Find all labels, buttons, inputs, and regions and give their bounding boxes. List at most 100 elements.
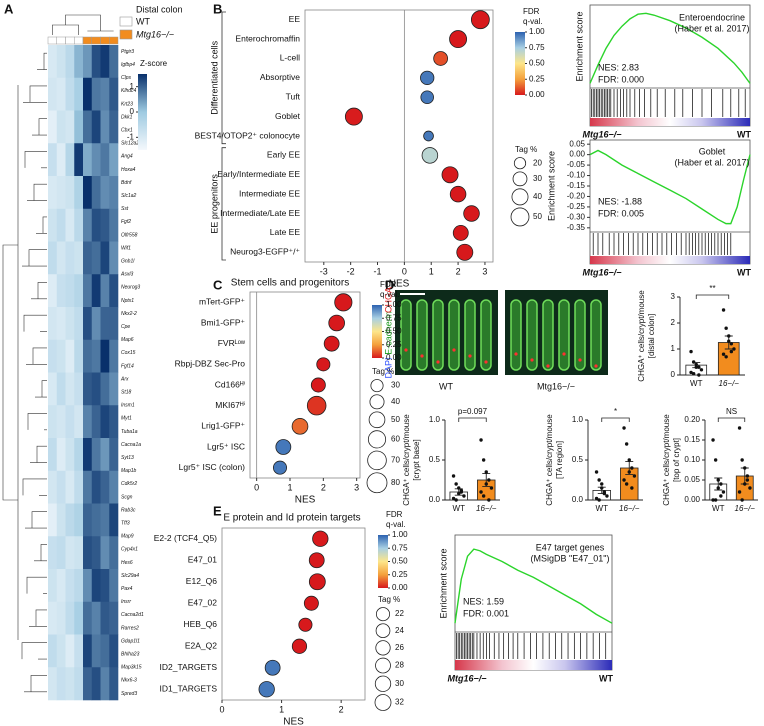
heatmap-cell — [56, 470, 66, 504]
gene-label: Slc1a2 — [121, 193, 137, 199]
legend-label: Mtg16−/− — [136, 29, 174, 39]
heatmap-cell — [56, 176, 66, 210]
heatmap-cell — [83, 601, 93, 635]
heatmap-cell — [91, 143, 101, 177]
point — [597, 478, 601, 482]
gene-label: Nkx6-3 — [121, 678, 137, 684]
point — [727, 339, 731, 343]
dot — [306, 395, 327, 416]
point — [694, 362, 698, 367]
point — [622, 478, 626, 482]
heatmap-cell — [100, 307, 110, 341]
heatmap-cell — [91, 45, 101, 79]
point — [724, 355, 728, 359]
x-tick-label: 0 — [219, 704, 224, 714]
point — [737, 426, 742, 430]
gene-label: Clps — [121, 75, 132, 81]
y-tick-label: -0.20 — [567, 192, 586, 201]
heatmap-cell — [56, 536, 66, 570]
y-tick-label: -0.30 — [567, 212, 586, 221]
point — [457, 491, 461, 496]
heatmap-cell — [74, 208, 84, 242]
heatmap-cell — [74, 77, 84, 111]
dot — [264, 659, 281, 676]
annotation: (Haber et al. 2017) — [674, 23, 749, 33]
size-legend-label: 40 — [533, 192, 542, 201]
nes-label: NES: 2.83 — [598, 62, 639, 72]
heatmap-cell — [109, 110, 119, 144]
nes-label: NES: 1.59 — [463, 596, 504, 606]
heatmap-cell — [65, 176, 75, 210]
category-label: Early EE — [267, 150, 300, 160]
heatmap-cell — [109, 241, 119, 275]
x-tick-label: 1 — [429, 266, 434, 276]
x-tick-label: WT — [712, 504, 725, 513]
heatmap-cell — [83, 503, 93, 537]
heatmap-cell — [109, 274, 119, 308]
enrichment-curve — [589, 149, 751, 225]
heatmap-cell — [109, 569, 119, 603]
heatmap-cell — [65, 634, 75, 668]
colorbar-label: FDR — [386, 510, 403, 519]
x-tick-label: 1 — [279, 704, 284, 714]
heatmap-cell — [74, 143, 84, 177]
point — [697, 365, 701, 369]
heatmap-cell — [65, 241, 75, 275]
colorbar-tick-label: 1 — [130, 82, 135, 91]
heatmap-cell — [48, 634, 58, 668]
heatmap-cell — [48, 438, 58, 472]
point — [724, 326, 728, 330]
heatmap-cell — [56, 438, 66, 472]
heatmap-cell — [74, 110, 84, 144]
heatmap-cell — [91, 307, 101, 341]
colorbar-tick-label: 0.75 — [386, 313, 402, 322]
gene-label: Sst — [121, 206, 129, 212]
point — [716, 486, 720, 490]
heatmap-cell — [56, 241, 66, 275]
point — [729, 349, 734, 354]
heatmap-cell — [56, 143, 66, 177]
heatmap-cell — [65, 77, 75, 111]
gene-label: Rab3c — [121, 507, 136, 513]
rank-bar — [590, 118, 750, 126]
point — [454, 498, 458, 502]
category-label: Bmi1-GFP⁺ — [201, 317, 246, 327]
point — [487, 498, 491, 502]
heatmap-cell — [100, 208, 110, 242]
panel-letter: E — [213, 503, 222, 518]
point — [597, 498, 601, 502]
column-group — [65, 36, 75, 45]
dot — [275, 439, 292, 455]
heatmap-cell — [91, 569, 101, 603]
crypt — [542, 299, 554, 371]
gene-label: Cpe — [121, 324, 130, 330]
heatmap-cell — [56, 601, 66, 635]
point — [462, 494, 466, 498]
point — [727, 334, 731, 338]
y-axis-label: CHGA⁺ cells/crypt/mouse — [402, 414, 411, 506]
size-legend-dot — [374, 675, 392, 692]
panel-letter: D — [385, 277, 394, 292]
heatmap-cell — [109, 372, 119, 406]
point — [622, 426, 626, 430]
left-label: Mtg16−/− — [582, 129, 622, 139]
colorbar-tick-label: 1.00 — [386, 300, 402, 309]
colorbar-tick-label: 0.00 — [386, 353, 402, 362]
gene-label: Cbx1 — [121, 127, 133, 133]
heatmap-cell — [74, 405, 84, 439]
heatmap-cell — [56, 307, 66, 341]
size-legend-dot — [375, 640, 391, 656]
heatmap-cell — [48, 372, 58, 406]
crypt — [590, 299, 602, 371]
fdr-label: FDR: 0.001 — [463, 608, 509, 618]
x-tick-label: 16−/− — [476, 504, 497, 513]
chart-title: E protein and Id protein targets — [223, 513, 360, 524]
gene-label: Olfr558 — [121, 232, 138, 238]
point — [632, 474, 637, 478]
heatmap-cell — [65, 274, 75, 308]
gene-label: Syt13 — [121, 455, 134, 461]
heatmap-cell — [83, 569, 93, 603]
heatmap-cell — [100, 176, 110, 210]
right-label: WT — [737, 129, 751, 139]
y-tick-label: 0.5 — [429, 455, 441, 464]
